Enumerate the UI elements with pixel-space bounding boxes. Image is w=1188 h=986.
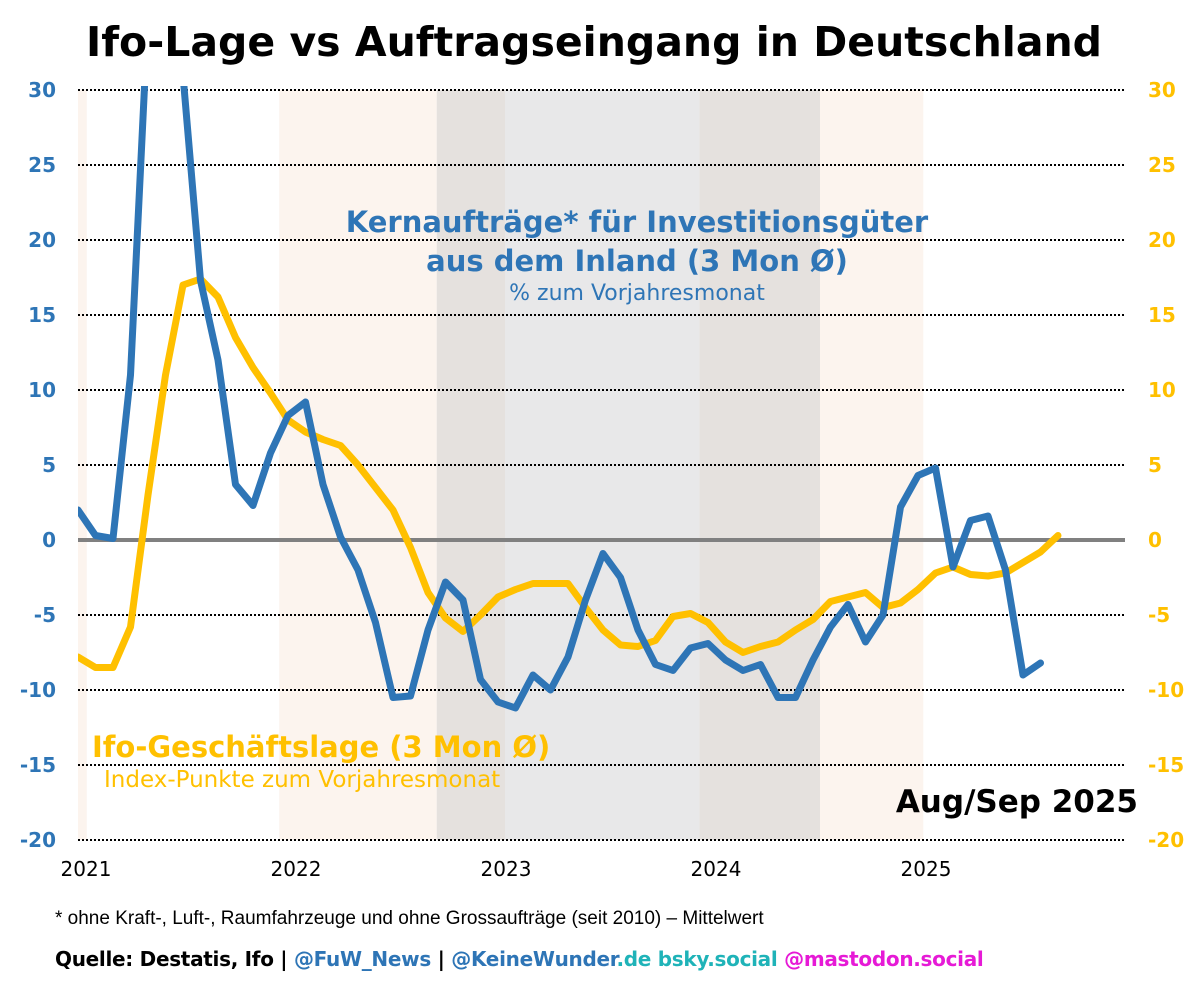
chart-title: Ifo-Lage vs Auftragseingang in Deutschla… [85,18,1103,66]
right-axis-tick-label: -10 [1148,678,1184,702]
bsky-link[interactable]: .de bsky.social [616,947,778,971]
yellow-series-subtitle: Index-Punkte zum Vorjahresmonat [104,767,501,793]
yellow-series-title: Ifo-Geschäftslage (3 Mon Ø) [92,730,551,764]
left-axis-tick-label: -5 [34,603,56,627]
kernauftraege-line [78,86,1044,712]
source-line: Quelle: Destatis, Ifo | @FuW_News | @Kei… [55,947,984,971]
left-axis-tick-label: -15 [20,753,56,777]
right-axis-tick-label: 15 [1148,303,1176,327]
footnote: * ohne Kraft-, Luft-, Raumfahrzeuge und … [55,908,764,929]
right-axis-tick-label: 30 [1148,78,1176,102]
left-axis-tick-label: 5 [42,453,56,477]
ifo-geschaeftslage-line [78,275,1062,671]
left-axis-tick-label: 0 [42,528,56,552]
right-axis-tick-label: 20 [1148,228,1176,252]
blue-series-label: Kernaufträge* für Investitionsgüter aus … [237,202,1037,308]
right-axis-tick-label: 5 [1148,453,1162,477]
left-axis-tick-label: 15 [28,303,56,327]
left-axis-tick-label: 20 [28,228,56,252]
x-axis-tick-label: 2021 [61,857,112,881]
date-label: Aug/Sep 2025 [895,784,1138,820]
blue-series-title-line2: aus dem Inland (3 Mon Ø) [426,244,848,278]
right-axis-tick-label: -5 [1148,603,1170,627]
right-axis-tick-label: -20 [1148,828,1184,852]
x-axis-ticks: 2021 2022 2023 2024 2025 [61,857,952,881]
fuw-news-link[interactable]: @FuW_News [293,947,431,971]
x-axis-tick-label: 2022 [271,857,322,881]
keinewunder-link[interactable]: @KeineWunder [451,947,617,971]
left-axis-tick-label: 10 [28,378,56,402]
series-lines [78,86,1062,712]
blue-series-subtitle: % zum Vorjahresmonat [509,281,765,306]
left-axis-tick-label: -10 [20,678,56,702]
source-separator: | [430,947,452,971]
right-axis-ticks: 30 25 20 15 10 5 0 -5 -10 -15 -20 [1148,78,1184,852]
right-axis-tick-label: 0 [1148,528,1162,552]
left-axis-tick-label: 30 [28,78,56,102]
x-axis-tick-label: 2023 [481,857,532,881]
right-axis-tick-label: -15 [1148,753,1184,777]
left-axis-tick-label: 25 [28,153,56,177]
mastodon-link[interactable]: @mastodon.social [777,947,984,971]
x-axis-tick-label: 2024 [691,857,742,881]
right-axis-tick-label: 10 [1148,378,1176,402]
yellow-series-label: Ifo-Geschäftslage (3 Mon Ø) Index-Punkte… [92,728,550,794]
blue-series-title-line1: Kernaufträge* für Investitionsgüter [345,205,929,239]
left-axis-ticks: 30 25 20 15 10 5 0 -5 -10 -15 -20 [20,78,56,852]
x-axis-tick-label: 2025 [901,857,952,881]
right-axis-tick-label: 25 [1148,153,1176,177]
left-axis-tick-label: -20 [20,828,56,852]
source-prefix: Quelle: Destatis, Ifo | [55,947,294,971]
